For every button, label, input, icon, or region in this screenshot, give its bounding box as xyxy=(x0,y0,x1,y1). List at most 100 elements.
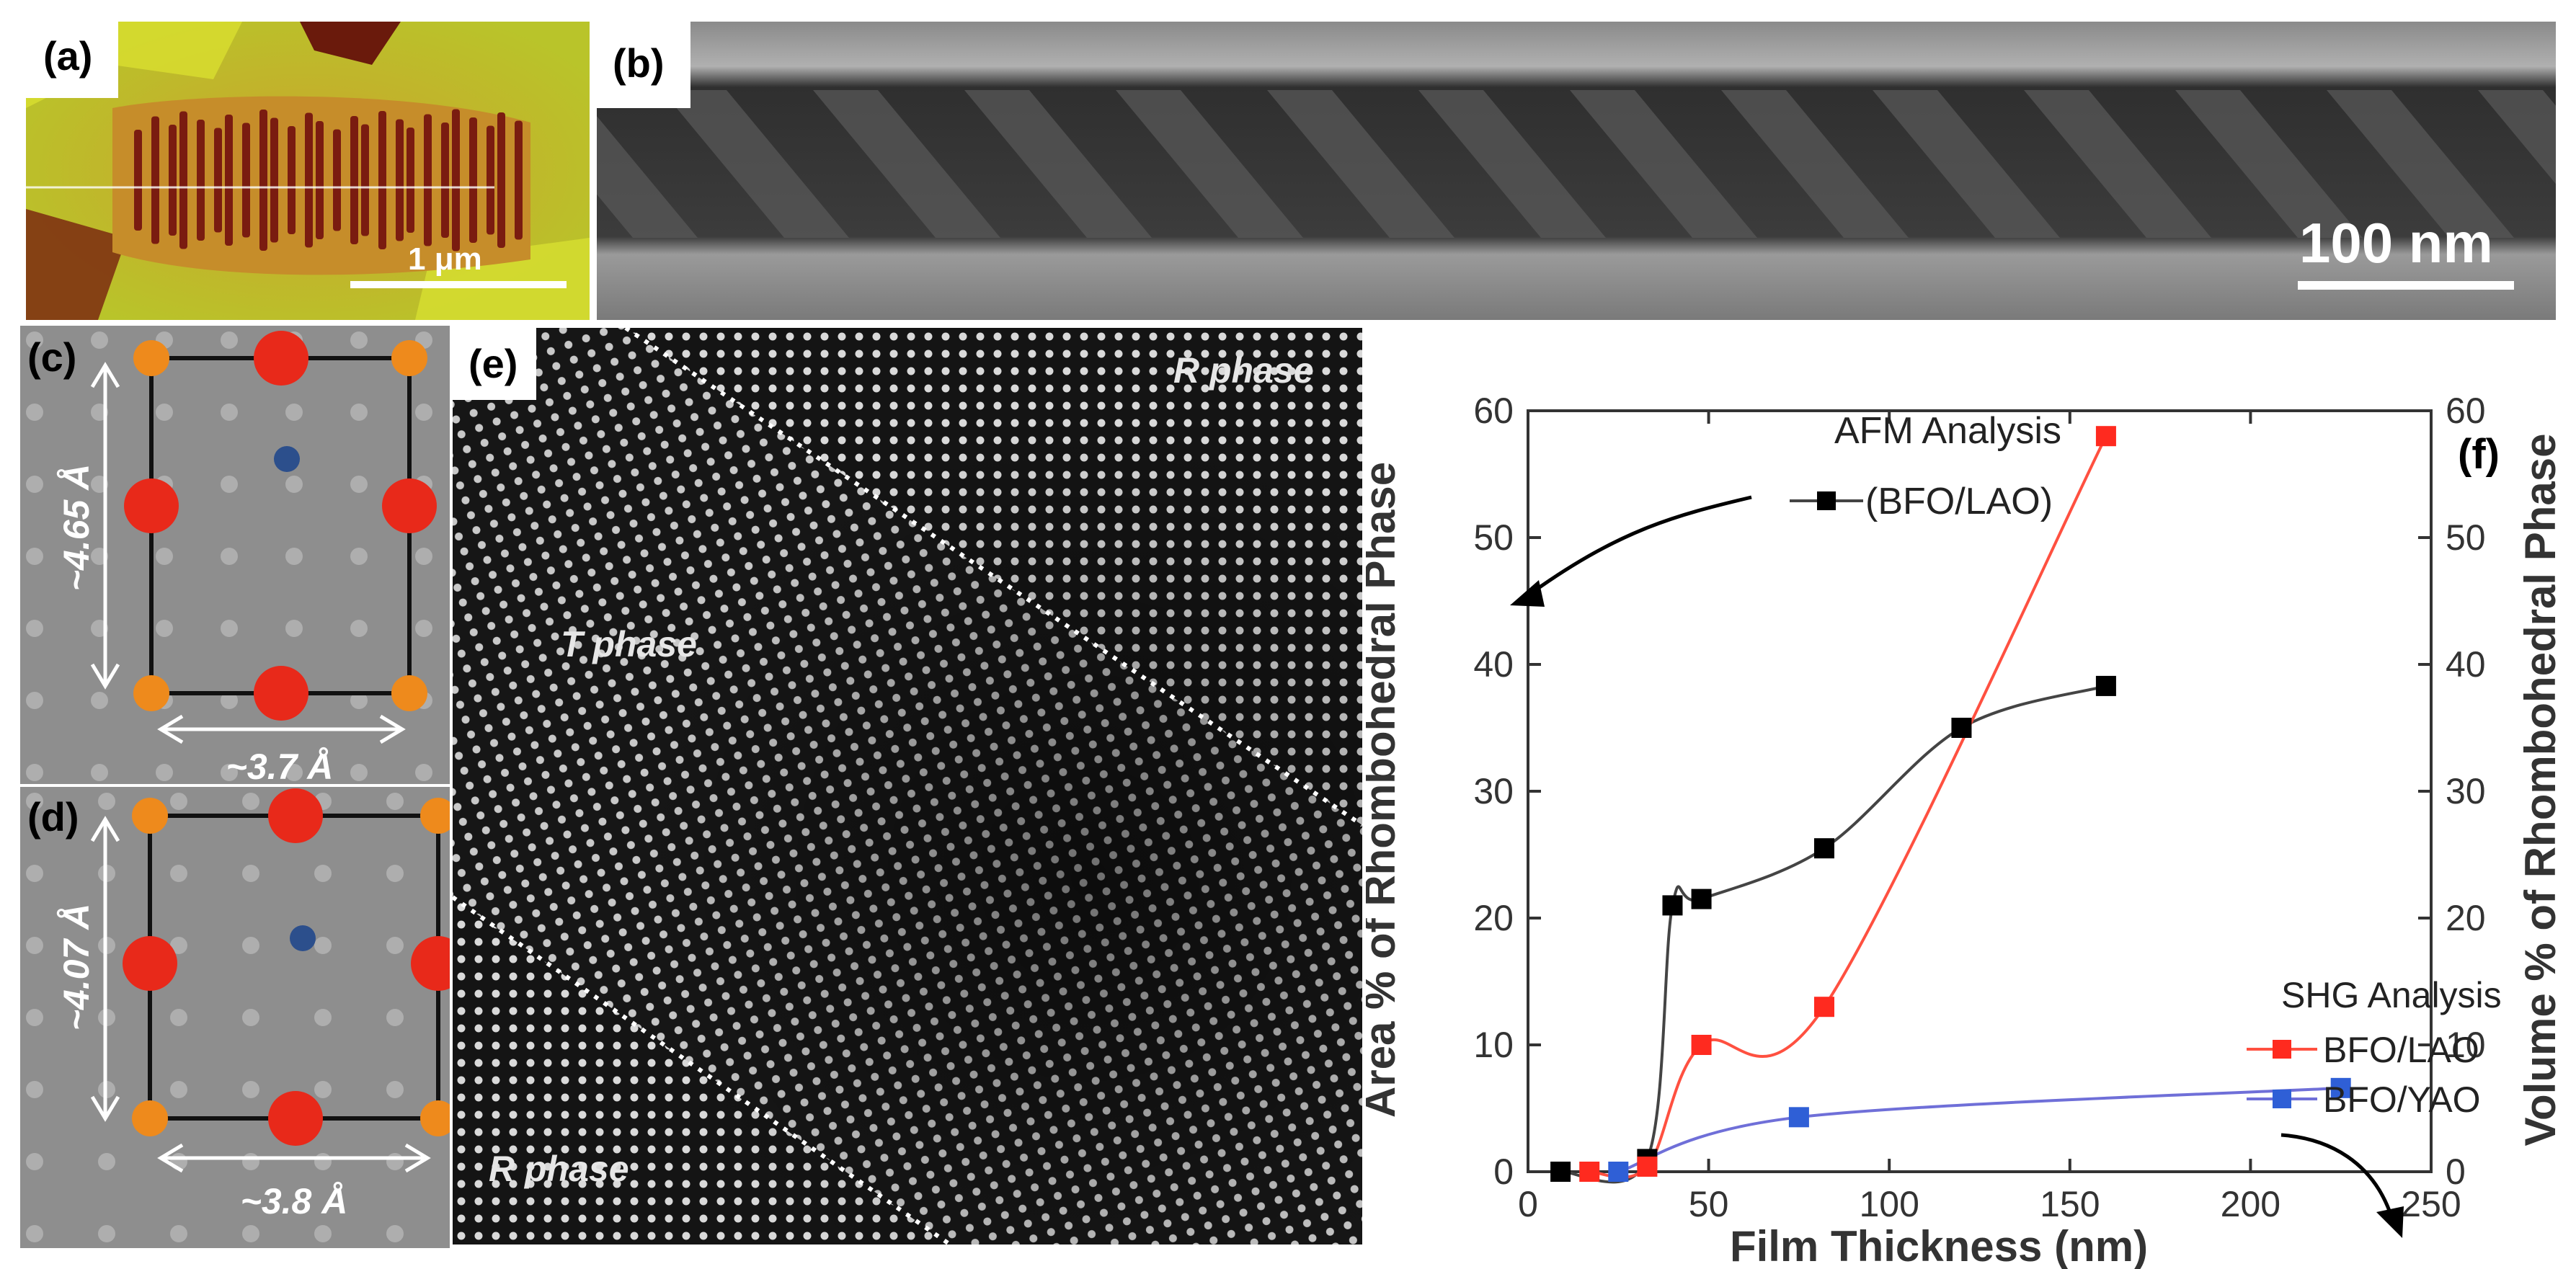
series-curve-1 xyxy=(1589,435,2108,1179)
lattice-dot xyxy=(26,793,43,810)
lattice-dot xyxy=(91,692,108,709)
lattice-dot xyxy=(314,1081,332,1098)
atom-corner xyxy=(420,798,450,834)
atom-face xyxy=(254,666,308,721)
lattice-dot xyxy=(91,331,108,349)
sem-domain xyxy=(2024,90,2211,238)
panel-c-vertical-dim: ~4.65 Å xyxy=(56,463,97,592)
sem-domain xyxy=(2478,90,2556,184)
lattice-dot xyxy=(98,1225,115,1242)
lattice-dot xyxy=(156,548,173,565)
afm-axis-arrow xyxy=(1523,495,1752,600)
atom-face xyxy=(124,478,179,533)
sem-domain xyxy=(2175,90,2363,238)
lattice-dot xyxy=(98,1153,115,1170)
panel-b-scale-label: 100 nm xyxy=(2299,211,2493,275)
y-tick-label-right: 50 xyxy=(2446,517,2486,558)
data-point-shg-lao xyxy=(1813,997,1834,1018)
x-tick-label: 0 xyxy=(1518,1184,1538,1224)
data-point-shg-yao xyxy=(1788,1107,1809,1128)
data-point-shg-lao xyxy=(1579,1162,1600,1182)
lattice-dot xyxy=(221,548,238,565)
lattice-dot xyxy=(242,793,259,810)
lattice-dot xyxy=(350,331,368,349)
sem-image xyxy=(597,22,2556,320)
y-tick-label: 20 xyxy=(1473,898,1514,938)
y-tick-label: 40 xyxy=(1473,644,1514,685)
y-tick-label-right: 10 xyxy=(2446,1025,2486,1065)
sem-domain xyxy=(2327,90,2514,238)
atom-center xyxy=(290,925,316,951)
lattice-dot xyxy=(350,548,368,565)
panel-e-label: (e) xyxy=(453,328,537,400)
lattice-dot xyxy=(242,937,259,954)
lattice-dot xyxy=(221,692,238,709)
lattice-dot xyxy=(26,865,43,882)
lattice-dot xyxy=(314,1009,332,1026)
shg-legend-title: SHG Analysis xyxy=(2281,975,2502,1015)
afm-arrow-head xyxy=(1510,580,1545,607)
data-point-shg-lao xyxy=(2095,426,2116,447)
atom-face xyxy=(254,331,308,386)
y-tick-label: 50 xyxy=(1473,517,1514,558)
x-tick-label: 50 xyxy=(1689,1184,1729,1224)
region-label-r-top: R phase xyxy=(1173,350,1314,391)
lattice-dot xyxy=(98,793,115,810)
hrtem-image xyxy=(453,328,1362,1244)
afm-stripe xyxy=(305,112,313,248)
lattice-dot xyxy=(26,692,43,709)
afm-stripe xyxy=(487,125,494,235)
data-point-afm-lao xyxy=(1813,838,1834,859)
atom-face xyxy=(411,936,450,991)
afm-stripe xyxy=(361,124,369,236)
data-point-afm-lao xyxy=(1662,895,1683,916)
lattice-dot xyxy=(386,865,404,882)
lattice-dot xyxy=(242,1081,259,1098)
y-tick-label-right: 0 xyxy=(2446,1152,2466,1192)
afm-stripe xyxy=(134,130,142,231)
chart-axes xyxy=(1527,409,2433,1173)
sem-domain xyxy=(1873,90,2060,238)
atom-face xyxy=(268,788,323,843)
panel-f-label: (f) xyxy=(2458,431,2500,478)
lattice-dot xyxy=(285,620,303,637)
afm-stripe xyxy=(452,109,460,251)
lattice-dot xyxy=(415,548,432,565)
panel-d: (d) ~4.07 Å ~3.8 Å xyxy=(20,787,450,1248)
series-curve-2 xyxy=(1617,1086,2341,1173)
y-axis-title-left: Area % of Rhombohedral Phase xyxy=(1366,462,1404,1118)
atom-face xyxy=(123,936,177,991)
lattice-dot xyxy=(170,865,187,882)
lattice-dot xyxy=(26,548,43,565)
panel-c-horizontal-dim: ~3.7 Å xyxy=(226,747,334,784)
panel-f: 0 50 100 150 200 250 0 0 10 10 20 20 30 30 40 40 50 50 60 6… xyxy=(1366,324,2576,1269)
afm-stripe xyxy=(259,110,267,251)
sem-domain xyxy=(1570,90,1757,238)
afm-stripe xyxy=(497,112,505,248)
lattice-dot xyxy=(350,692,368,709)
sem-domain xyxy=(1418,90,1606,238)
afm-stripe xyxy=(407,128,414,233)
afm-legend-marker xyxy=(1817,491,1836,510)
panel-c: (c) ~4.65 Å ~3.7 Å xyxy=(20,326,450,784)
atom-face xyxy=(382,478,437,533)
lattice-dot xyxy=(386,1081,404,1098)
lattice-dot xyxy=(170,793,187,810)
region-label-r-bottom: R phase xyxy=(489,1149,629,1189)
atom-corner xyxy=(133,675,169,711)
panel-a-label: (a) xyxy=(26,22,119,98)
afm-stripe xyxy=(424,114,432,246)
lattice-dot xyxy=(242,1225,259,1242)
panel-a-scale-label: 1 μm xyxy=(408,241,482,277)
x-axis-title: Film Thickness (nm) xyxy=(1730,1222,2148,1269)
lattice-dot xyxy=(221,620,238,637)
atom-corner xyxy=(132,1100,168,1136)
y-tick-label: 0 xyxy=(1493,1152,1514,1192)
y-tick-label: 30 xyxy=(1473,771,1514,811)
lattice-dot xyxy=(26,764,43,781)
lattice-dot xyxy=(386,1009,404,1026)
data-point-shg-yao xyxy=(2330,1077,2351,1098)
lattice-dot xyxy=(285,404,303,421)
